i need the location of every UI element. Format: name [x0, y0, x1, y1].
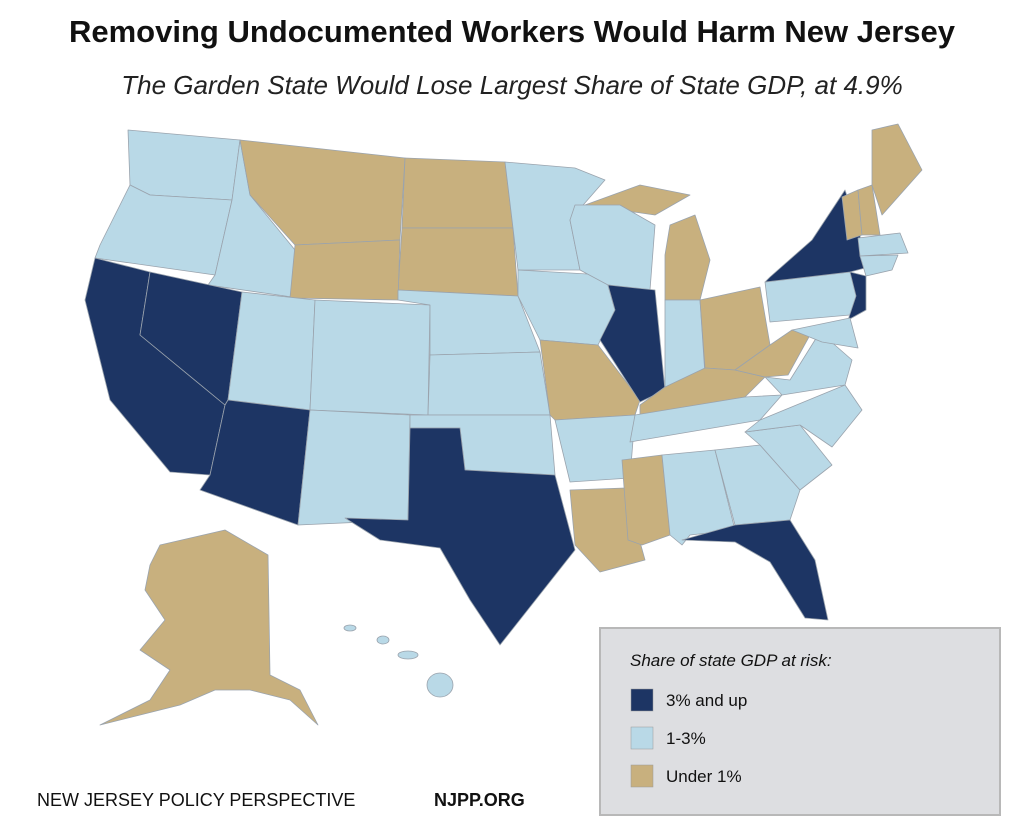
state	[207, 139, 296, 298]
state	[791, 317, 859, 349]
subtitle: The Garden State Would Lose Largest Shar…	[121, 70, 902, 100]
legend-swatch	[630, 688, 654, 712]
state	[289, 239, 401, 301]
state	[599, 284, 666, 403]
state	[344, 427, 576, 646]
state	[94, 184, 233, 276]
state	[401, 157, 514, 229]
island	[376, 635, 390, 645]
legend-swatch	[630, 764, 654, 788]
state	[664, 214, 711, 301]
footer-website: NJPP.ORG	[434, 790, 525, 810]
legend-label: 3% and up	[666, 691, 747, 710]
state	[99, 529, 319, 726]
footer-organization: NEW JERSEY POLICY PERSPECTIVE	[37, 790, 355, 810]
state	[621, 454, 671, 546]
state	[847, 271, 867, 321]
state	[681, 519, 829, 621]
state	[309, 299, 431, 416]
state	[871, 123, 923, 216]
legend-label: 1-3%	[666, 729, 706, 748]
state	[397, 227, 519, 297]
island	[397, 650, 419, 660]
state	[427, 351, 551, 416]
title: Removing Undocumented Workers Would Harm…	[69, 14, 956, 49]
state	[859, 254, 899, 277]
state	[764, 331, 853, 396]
legend-items: 3% and up 1-3% Under 1%	[630, 688, 747, 788]
state	[297, 409, 411, 526]
legend-title: Share of state GDP at risk:	[630, 651, 832, 670]
state	[714, 444, 801, 526]
us-map	[84, 123, 923, 726]
legend-label: Under 1%	[666, 767, 742, 786]
legend-box	[599, 627, 1001, 816]
legend-swatch	[630, 726, 654, 750]
state	[127, 129, 241, 201]
state	[227, 291, 316, 411]
island	[426, 672, 454, 698]
island	[343, 624, 357, 632]
state	[857, 232, 909, 257]
state	[629, 394, 783, 443]
